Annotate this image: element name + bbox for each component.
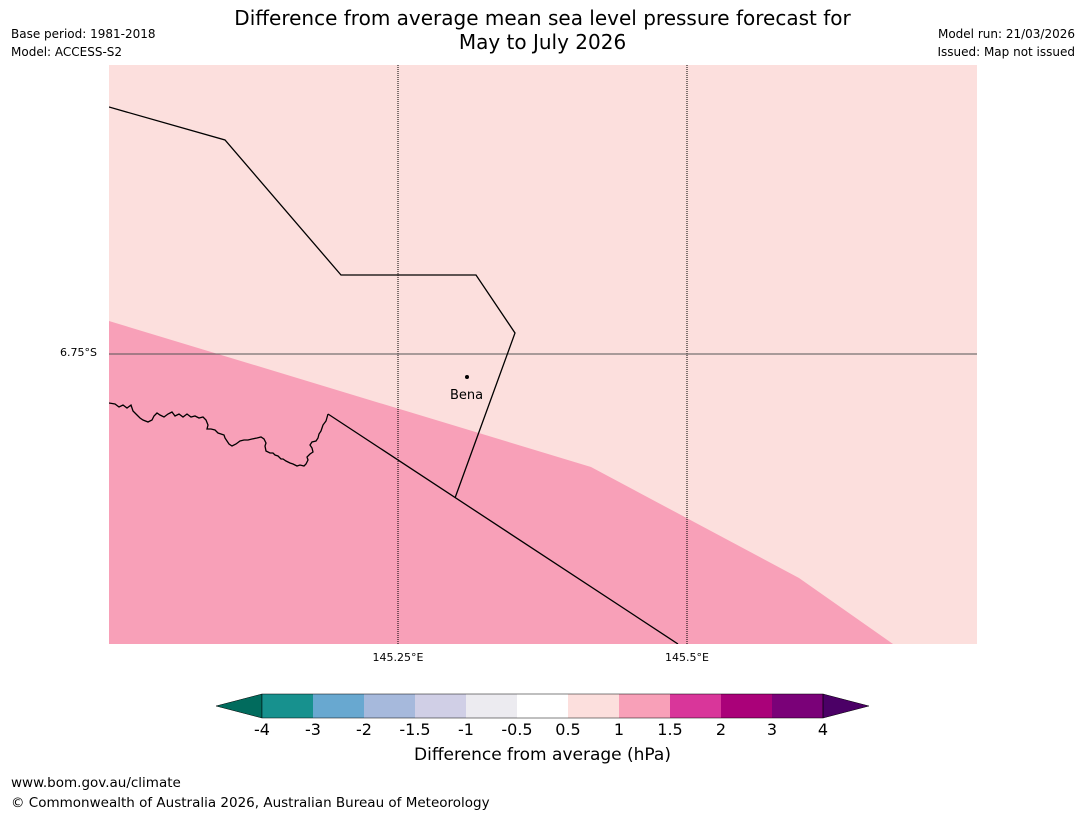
colorbar-tick-label: 0.5 xyxy=(555,720,581,739)
colorbar-segment xyxy=(415,694,466,718)
colorbar-segment xyxy=(517,694,568,718)
colorbar-segment xyxy=(262,694,313,718)
colorbar-segment xyxy=(466,694,517,718)
colorbar-tick-label: 4 xyxy=(817,720,829,739)
colorbar-segment xyxy=(364,694,415,718)
colorbar-tick-label: 2 xyxy=(715,720,727,739)
colorbar-extend-high xyxy=(822,693,870,719)
colorbar-tick-label: 1.5 xyxy=(657,720,683,739)
colorbar-segment xyxy=(313,694,364,718)
colorbar-extend-low xyxy=(215,693,263,719)
colorbar-tick-label: -1 xyxy=(458,720,474,739)
footer-copyright: © Commonwealth of Australia 2026, Austra… xyxy=(11,795,490,811)
colorbar-tick-label: 3 xyxy=(766,720,778,739)
map-title: Difference from average mean sea level p… xyxy=(0,6,1085,54)
title-line-1: Difference from average mean sea level p… xyxy=(234,6,851,30)
base-period: Base period: 1981-2018 xyxy=(11,27,156,41)
title-line-2: May to July 2026 xyxy=(458,30,627,54)
boundary-line-south xyxy=(327,413,679,644)
boundary-line-north xyxy=(109,106,516,499)
latitude-label: 6.75°S xyxy=(60,346,97,359)
longitude-label-145-25: 145.25°E xyxy=(372,651,424,664)
colorbar-tick-label: -4 xyxy=(254,720,270,739)
meta-right: Model run: 21/03/2026 Issued: Map not is… xyxy=(937,25,1075,61)
colorbar-tick-label: -2 xyxy=(356,720,372,739)
longitude-label-145-5: 145.5°E xyxy=(665,651,709,664)
colorbar-tick-label: -1.5 xyxy=(399,720,431,739)
colorbar xyxy=(215,693,870,719)
colorbar-segment xyxy=(619,694,670,718)
model-run: Model run: 21/03/2026 xyxy=(937,27,1075,41)
issued-status: Issued: Map not issued xyxy=(937,45,1075,59)
colorbar-segment xyxy=(670,694,721,718)
colorbar-segment xyxy=(568,694,619,718)
colorbar-title: Difference from average (hPa) xyxy=(414,745,671,765)
meta-left: Base period: 1981-2018 Model: ACCESS-S2 xyxy=(11,25,156,61)
colorbar-tick-label: 1 xyxy=(613,720,625,739)
map-area xyxy=(109,65,977,644)
colorbar-segment xyxy=(772,694,823,718)
colorbar-segment xyxy=(721,694,772,718)
colorbar-border xyxy=(261,693,824,719)
footer-url: www.bom.gov.au/climate xyxy=(11,775,181,791)
colorbar-tick-label: -3 xyxy=(305,720,321,739)
colorbar-tick-label: -0.5 xyxy=(501,720,533,739)
region-fill-pink xyxy=(109,321,893,644)
city-label-bena: Bena xyxy=(450,388,484,403)
coastline xyxy=(109,402,329,467)
city-marker-bena xyxy=(465,375,469,379)
model-name: Model: ACCESS-S2 xyxy=(11,45,123,59)
